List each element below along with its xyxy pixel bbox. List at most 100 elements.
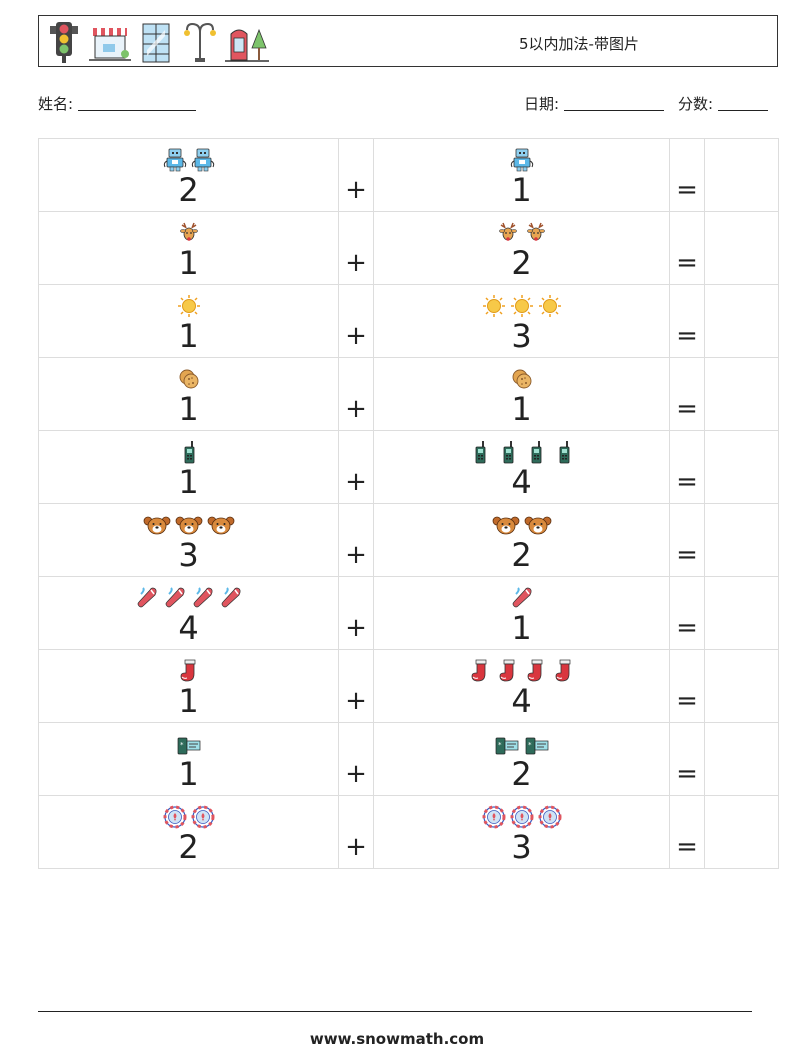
equals-sign-cell: = [669, 722, 705, 796]
plus-sign-cell: + [338, 722, 374, 796]
sun-icon [538, 294, 562, 322]
operand-cell-right: 4 [373, 430, 670, 504]
operand-cell-left: 1 [38, 430, 339, 504]
plus-sign: + [345, 248, 367, 278]
picture-group [468, 441, 576, 467]
answer-box[interactable] [704, 722, 779, 796]
problem-row: 1 +1 = [38, 357, 779, 431]
plus-sign: + [345, 759, 367, 789]
operand-cell-left: 4 [38, 576, 339, 650]
date-field: 日期: [524, 93, 664, 114]
plus-sign-cell: + [338, 211, 374, 285]
phone-booth-tree-icon [225, 28, 269, 62]
equals-sign-cell: = [669, 138, 705, 212]
bear-face-icon [143, 513, 171, 541]
answer-box[interactable] [704, 284, 779, 358]
problem-row: 4 +1 = [38, 576, 779, 650]
score-field: 分数: [678, 93, 768, 114]
reindeer-icon [496, 221, 520, 249]
operand-number: 3 [511, 828, 532, 866]
problem-row: 3 +2 = [38, 503, 779, 577]
addition-table: 2 +1 = 1 +2 = 1 +3 = 1 +1 = 1 +4 = 3 +2 = 4 +1 = 1 +4 = * 1 + * * 2 = 2… [38, 138, 779, 869]
operand-cell-left: 1 [38, 284, 339, 358]
operand-number: 1 [178, 390, 199, 428]
picture-group [177, 441, 201, 467]
equals-sign-cell: = [669, 576, 705, 650]
equals-sign: = [676, 175, 698, 205]
plus-sign: + [345, 394, 367, 424]
answer-box[interactable] [704, 649, 779, 723]
plus-sign: + [345, 467, 367, 497]
operand-cell-right: 4 [373, 649, 670, 723]
stocking-icon [496, 659, 520, 687]
operand-number: 1 [511, 390, 532, 428]
answer-box[interactable] [704, 503, 779, 577]
operand-cell-right: 2 [373, 211, 670, 285]
operand-cell-left: * 1 [38, 722, 339, 796]
stocking-icon [177, 659, 201, 687]
date-label: 日期: [524, 95, 560, 113]
walkie-talkie-icon [496, 440, 520, 468]
score-blank[interactable] [717, 110, 768, 111]
name-blank[interactable] [77, 110, 196, 111]
robot-icon [510, 148, 534, 176]
operand-number: 2 [178, 171, 199, 209]
cookie-icon [510, 367, 534, 395]
answer-box[interactable] [704, 430, 779, 504]
poker-chip-icon [163, 805, 187, 833]
stocking-icon [552, 659, 576, 687]
ticket-icon: * [524, 732, 550, 760]
picture-group [163, 805, 215, 833]
juggling-club-icon [135, 586, 159, 614]
poker-chip-icon [510, 805, 534, 833]
operand-number: 4 [178, 609, 199, 647]
plus-sign: + [345, 832, 367, 862]
plus-sign: + [345, 686, 367, 716]
operand-number: 4 [511, 682, 532, 720]
score-label: 分数: [678, 95, 714, 113]
picture-group [177, 368, 201, 394]
plus-sign: + [345, 321, 367, 351]
problem-row: 1 +3 = [38, 284, 779, 358]
stocking-icon [524, 659, 548, 687]
reindeer-icon [524, 221, 548, 249]
picture-group [510, 148, 534, 176]
glass-building-icon [142, 23, 170, 63]
equals-sign: = [676, 321, 698, 351]
picture-group [510, 368, 534, 394]
picture-group: * * [494, 733, 550, 759]
equals-sign: = [676, 686, 698, 716]
bear-face-icon [492, 513, 520, 541]
operand-number: 3 [511, 317, 532, 355]
equals-sign-cell: = [669, 430, 705, 504]
equals-sign-cell: = [669, 211, 705, 285]
picture-group [177, 659, 201, 687]
walkie-talkie-icon [552, 440, 576, 468]
picture-group: * [176, 733, 202, 759]
picture-group [482, 805, 562, 833]
equals-sign-cell: = [669, 795, 705, 869]
picture-group [177, 295, 201, 321]
answer-box[interactable] [704, 357, 779, 431]
juggling-club-icon [219, 586, 243, 614]
answer-box[interactable] [704, 211, 779, 285]
sun-icon [510, 294, 534, 322]
operand-number: 2 [511, 244, 532, 282]
answer-box[interactable] [704, 576, 779, 650]
plus-sign: + [345, 613, 367, 643]
ticket-icon: * [494, 732, 520, 760]
poker-chip-icon [482, 805, 506, 833]
svg-text:*: * [180, 741, 184, 749]
worksheet-title: 5以内加法-带图片 [519, 35, 639, 53]
picture-group [135, 587, 243, 613]
operand-number: 2 [511, 755, 532, 793]
answer-box[interactable] [704, 138, 779, 212]
answer-box[interactable] [704, 795, 779, 869]
operand-cell-right: 3 [373, 795, 670, 869]
operand-number: 2 [511, 536, 532, 574]
date-blank[interactable] [563, 110, 664, 111]
equals-sign-cell: = [669, 284, 705, 358]
footer-url: www.snowmath.com [309, 1030, 485, 1048]
juggling-club-icon [163, 586, 187, 614]
header-icons [47, 20, 269, 64]
